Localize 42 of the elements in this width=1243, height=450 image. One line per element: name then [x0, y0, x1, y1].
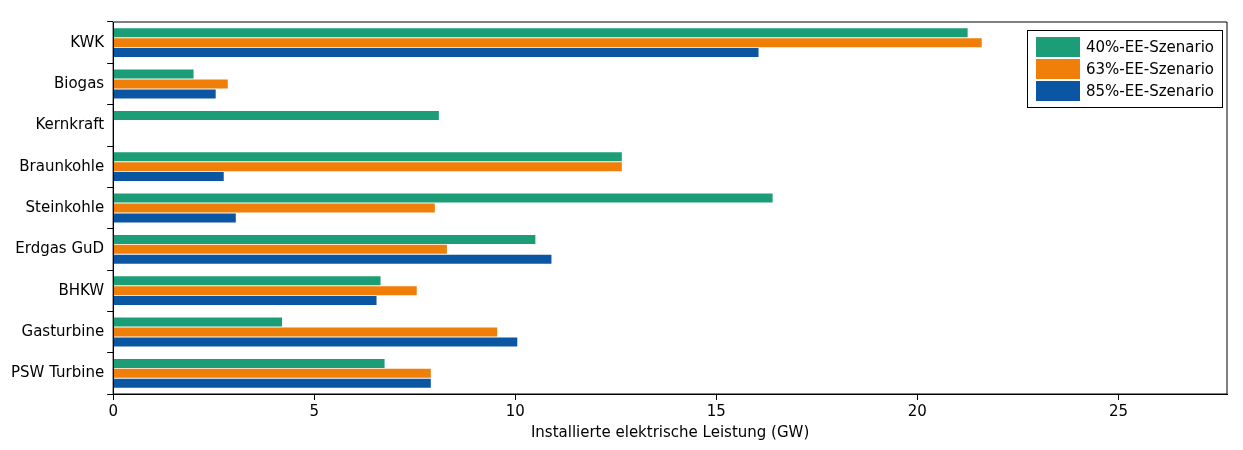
y-tick-label: PSW Turbine — [10, 363, 105, 382]
x-tick-label: 10 — [505, 401, 525, 420]
bar — [113, 48, 759, 58]
y-tick-label: Steinkohle — [25, 197, 105, 216]
y-tick-label: Erdgas GuD — [15, 239, 105, 258]
y-tick-label: Kernkraft — [35, 115, 105, 134]
bar — [113, 337, 518, 347]
bar — [113, 358, 385, 368]
y-tick-label: Gasturbine — [21, 321, 105, 340]
bar — [113, 203, 435, 213]
bar — [113, 152, 622, 162]
x-tick-label: 20 — [907, 401, 927, 420]
x-tick-label: 5 — [309, 401, 319, 420]
y-tick-label: BHKW — [58, 280, 105, 299]
bar — [113, 286, 417, 296]
bar — [113, 317, 283, 327]
legend-label: 63%-EE-Szenario — [1086, 60, 1214, 78]
bar — [113, 234, 536, 244]
bar — [113, 244, 447, 254]
bar — [113, 38, 982, 48]
bar — [113, 110, 439, 120]
legend-label: 85%-EE-Szenario — [1086, 82, 1214, 100]
bar — [113, 193, 773, 203]
bar — [113, 378, 431, 388]
bar — [113, 28, 968, 38]
bar — [113, 172, 224, 182]
bar — [113, 296, 377, 306]
bar — [113, 254, 552, 264]
bar — [113, 89, 216, 99]
x-tick-label: 0 — [108, 401, 118, 420]
x-axis-title: Installierte elektrische Leistung (GW) — [530, 422, 810, 441]
y-tick-label: KWK — [70, 32, 106, 51]
bar — [113, 276, 381, 286]
legend-label: 40%-EE-Szenario — [1086, 38, 1214, 56]
y-tick-label: Braunkohle — [19, 156, 105, 175]
y-tick-label: Biogas — [53, 73, 105, 92]
x-tick-label: 15 — [706, 401, 726, 420]
bar — [113, 69, 194, 79]
x-tick-label: 25 — [1108, 401, 1128, 420]
bar — [113, 368, 431, 378]
bar — [113, 162, 622, 172]
bar — [113, 213, 236, 223]
